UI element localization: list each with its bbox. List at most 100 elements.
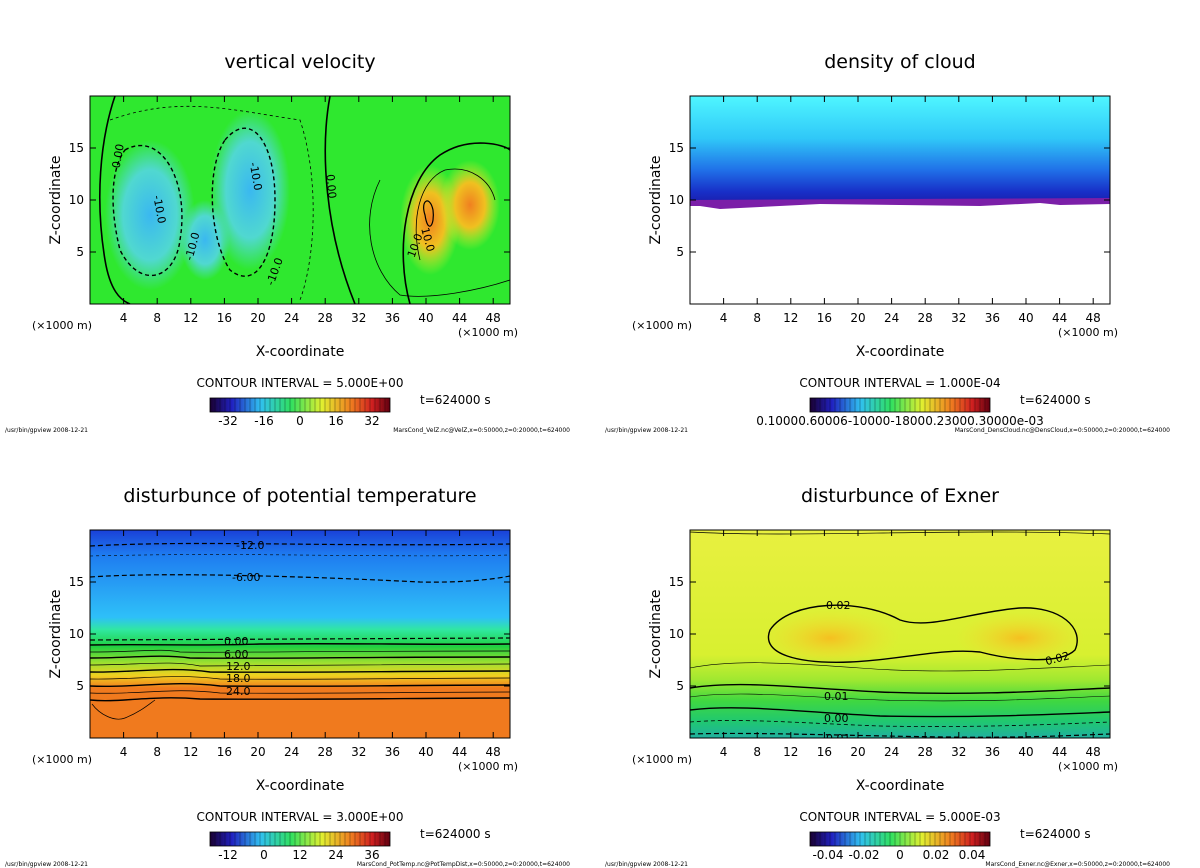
y-tick-label: 15 <box>669 575 684 589</box>
x-unit-label: (×1000 m) <box>632 319 692 332</box>
contour-label: -12.0 <box>236 539 264 552</box>
panel-vertical-velocity: 0.00 0.00 -10.0 -10.0 -10.0 -10.0 10.0 1… <box>89 95 511 305</box>
contour-label: 0.02 <box>826 599 851 612</box>
y-axis-label: Z-coordinate <box>648 155 664 244</box>
warm-region <box>760 610 900 666</box>
colorbar-tick-label: -0.04 <box>812 848 843 862</box>
y-tick-label: 10 <box>69 627 84 641</box>
colorbar-tick-label: 0 <box>260 848 268 862</box>
contour-line <box>402 142 510 304</box>
x-tick-label: 40 <box>1018 311 1033 325</box>
x-tick-label: 16 <box>817 745 832 759</box>
x-tick-label: 4 <box>120 745 128 759</box>
x-tick-label: 36 <box>385 745 400 759</box>
contour-line <box>90 697 510 702</box>
contour-line <box>90 690 510 694</box>
x-tick-label: 12 <box>183 745 198 759</box>
x-tick-label: 32 <box>951 745 966 759</box>
x-tick-label: 20 <box>850 745 865 759</box>
downdraft-region <box>105 140 195 290</box>
x-tick-label: 4 <box>120 311 128 325</box>
plot-background <box>90 530 510 738</box>
time-label: t=624000 s <box>420 393 491 407</box>
x-tick-label: 20 <box>250 745 265 759</box>
colorbar-tick-label: 0 <box>296 414 304 428</box>
x-tick-label: 20 <box>250 311 265 325</box>
x-tick-label: 8 <box>753 745 761 759</box>
contour-label: 0.00 <box>324 174 339 200</box>
x-tick-label: 36 <box>985 745 1000 759</box>
panel-potential-temperature: -12.0 -6.00 0.00 6.00 12.0 18.0 24.0 <box>89 529 511 739</box>
x-tick-label: 32 <box>351 745 366 759</box>
colorbar-tick-label: -16 <box>254 414 274 428</box>
x-tick-label: 28 <box>918 745 933 759</box>
contour-label: 12.0 <box>226 660 251 673</box>
x-tick-label: 24 <box>884 745 899 759</box>
colorbar-tick-label: -32 <box>218 414 238 428</box>
y-axis-label: Z-coordinate <box>48 589 64 678</box>
x-tick-label: 16 <box>217 745 232 759</box>
exner-contours: 0.02 0.02 0.01 0.00 -0.01 <box>690 531 1110 745</box>
contour-line <box>415 168 496 261</box>
contour-label: -6.00 <box>232 571 260 584</box>
y-tick-label: 15 <box>69 575 84 589</box>
x-tick-label: 40 <box>1018 745 1033 759</box>
chart-title: disturbunce of Exner <box>801 485 999 507</box>
contour-label: 18.0 <box>226 672 251 685</box>
contour-line <box>369 179 510 297</box>
x-tick-label: 40 <box>418 745 433 759</box>
x-tick-label: 8 <box>753 311 761 325</box>
contour-line <box>90 554 510 557</box>
x-axis-label: X-coordinate <box>256 778 345 794</box>
contour-label: -0.01 <box>822 732 850 745</box>
contour-line <box>90 655 510 659</box>
contour-label: 0.01 <box>824 690 849 703</box>
downdraft-region <box>180 200 230 280</box>
downdraft-region <box>210 110 290 270</box>
contour-line <box>690 720 1110 727</box>
x-tick-label: 36 <box>385 311 400 325</box>
colorbar-tick-label: 0.02 <box>923 848 950 862</box>
time-label: t=624000 s <box>1020 393 1091 407</box>
contour-label: 10.0 <box>418 226 437 253</box>
x-unit-label: (×1000 m) <box>1058 326 1118 339</box>
y-tick-label: 10 <box>669 627 684 641</box>
contour-interval-label: CONTOUR INTERVAL = 5.000E+00 <box>197 376 404 390</box>
x-axis-label: X-coordinate <box>256 344 345 360</box>
x-axis-label: X-coordinate <box>856 344 945 360</box>
x-tick-label: 48 <box>486 745 501 759</box>
contour-label: 0.02 <box>1044 649 1071 668</box>
contour-line <box>112 144 183 277</box>
contour-line <box>690 683 1110 695</box>
time-label: t=624000 s <box>420 827 491 841</box>
chart-title: density of cloud <box>824 51 976 73</box>
x-tick-label: 48 <box>486 311 501 325</box>
colorbar-tick-label: 32 <box>364 414 379 428</box>
x-tick-label: 48 <box>1086 311 1101 325</box>
x-tick-label: 8 <box>153 745 161 759</box>
contour-label: -10.0 <box>247 161 265 191</box>
colorbar-tick-label: 0 <box>896 848 904 862</box>
contour-line <box>109 105 314 301</box>
x-tick-label: 48 <box>1086 745 1101 759</box>
contour-line <box>91 699 156 720</box>
contour-interval-label: CONTOUR INTERVAL = 3.000E+00 <box>197 810 404 824</box>
contour-line <box>767 604 1078 663</box>
footer-left: /usr/bin/gpview 2008-12-21 <box>5 427 88 434</box>
contour-line <box>90 643 510 646</box>
chart-title: disturbunce of potential temperature <box>123 485 476 507</box>
x-tick-label: 12 <box>783 311 798 325</box>
footer-left: /usr/bin/gpview 2008-12-21 <box>605 427 688 434</box>
warm-region <box>955 612 1085 664</box>
footer-right: MarsCond_Exner.nc@Exner,x=0:50000,z=0:20… <box>985 861 1170 868</box>
x-unit-label: (×1000 m) <box>458 760 518 773</box>
colorbar-tick-label: 16 <box>328 414 343 428</box>
colorbar-tick-label: 0.04 <box>959 848 986 862</box>
footer-right: MarsCond_VelZ.nc@VelZ,x=0:50000,z=0:2000… <box>393 427 570 434</box>
contour-line <box>423 200 434 227</box>
contour-label: 0.00 <box>824 712 849 725</box>
colorbar-tick-label: 0.10000.60006-10000-18000.23000.30000e-0… <box>756 414 1044 428</box>
x-tick-label: 16 <box>217 311 232 325</box>
